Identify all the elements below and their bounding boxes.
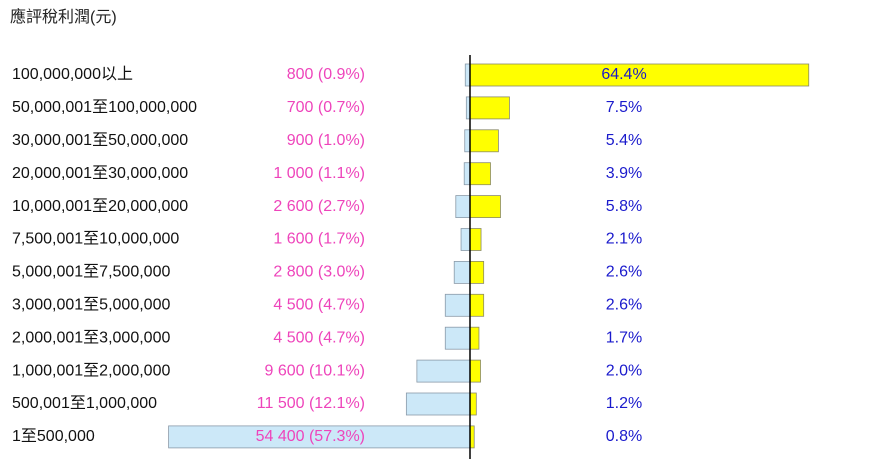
category-label: 100,000,000以上 [12,65,133,83]
right-value-label: 5.8% [606,198,642,215]
left-value-label: 2 600 (2.7%) [273,198,365,215]
category-label: 5,000,001至7,500,000 [12,264,170,281]
category-label: 3,000,001至5,000,000 [12,297,170,314]
left-bar [405,392,471,416]
right-value-label: 2.6% [606,297,642,314]
left-value-label: 4 500 (4.7%) [273,297,365,314]
left-bar [463,162,471,186]
right-bar [469,293,485,317]
left-value-label: 1 600 (1.7%) [273,231,365,248]
right-bar [469,228,482,251]
right-bar [469,392,477,416]
left-value-label: 54 400 (57.3%) [256,428,365,445]
left-value-label: 700 (0.7%) [287,99,365,116]
right-value-label: 64.4% [601,66,646,83]
chart-title: 應評稅利潤(元) [10,7,117,26]
right-value-label: 1.2% [606,395,642,412]
right-value-label: 2.0% [606,362,642,379]
left-bar [464,129,471,153]
right-bar [469,162,491,186]
left-value-label: 9 600 (10.1%) [264,362,365,379]
right-value-label: 0.8% [606,428,642,445]
right-value-label: 3.9% [606,165,642,182]
category-label: 20,000,001至30,000,000 [12,165,188,182]
category-label: 50,000,001至100,000,000 [12,99,197,116]
left-bar [444,293,471,317]
left-bar [444,326,471,350]
category-label: 1,000,001至2,000,000 [12,362,170,379]
category-label: 30,000,001至50,000,000 [12,132,188,149]
right-bar [469,359,481,383]
left-value-label: 800 (0.9%) [287,66,365,83]
category-label: 1至500,000 [12,428,95,445]
left-value-label: 2 800 (3.0%) [273,264,365,281]
category-label: 7,500,001至10,000,000 [12,231,179,248]
left-value-label: 1 000 (1.1%) [273,165,365,182]
right-value-label: 7.5% [606,99,642,116]
right-bar [469,260,485,284]
right-bar [469,96,510,120]
left-value-label: 4 500 (4.7%) [273,329,365,346]
right-bar [469,195,501,219]
right-bar [469,129,499,153]
category-label: 2,000,001至3,000,000 [12,329,170,346]
left-bar [416,359,471,383]
right-value-label: 1.7% [606,329,642,346]
left-bar [460,228,471,251]
category-label: 10,000,001至20,000,000 [12,198,188,215]
right-value-label: 2.1% [606,231,642,248]
category-label: 500,001至1,000,000 [12,395,157,412]
left-bar [453,260,471,284]
left-value-label: 900 (1.0%) [287,132,365,149]
right-bar [469,326,480,350]
right-value-label: 2.6% [606,264,642,281]
right-value-label: 5.4% [606,132,642,149]
left-bar [455,195,471,219]
left-value-label: 11 500 (12.1%) [257,395,365,412]
